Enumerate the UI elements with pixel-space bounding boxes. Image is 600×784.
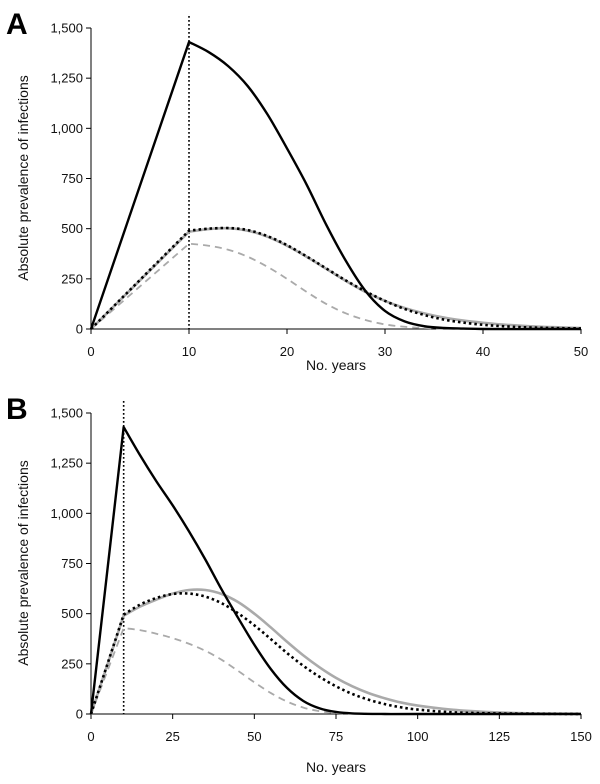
x-tick-label: 0 — [87, 344, 94, 359]
panel-b: B 0 250 500 750 1,000 1,250 1,500 0 25 50 75 100 125 1… — [6, 393, 592, 775]
y-tick-label: 500 — [61, 606, 83, 621]
series-line-black-dotted — [89, 592, 582, 716]
y-tick-label: 250 — [61, 271, 83, 286]
series-line-black-solid — [89, 40, 581, 331]
x-tick-label: 125 — [488, 729, 510, 744]
x-tick-label: 40 — [476, 344, 490, 359]
y-tick-label: 1,250 — [50, 456, 83, 471]
series-line-black-solid — [89, 425, 581, 716]
y-tick-label: 0 — [76, 707, 83, 722]
x-axis-title: No. years — [306, 759, 366, 775]
y-tick-label: 0 — [76, 322, 83, 337]
panel-a: A 0 250 500 750 1,000 1,250 1,500 0 10 20 30 40 50 No.… — [6, 8, 588, 373]
y-tick-label: 1,500 — [50, 21, 83, 36]
x-tick-label: 10 — [182, 344, 196, 359]
y-tick-label: 1,250 — [50, 71, 83, 86]
y-tick-label: 500 — [61, 221, 83, 236]
x-tick-label: 50 — [574, 344, 588, 359]
x-tick-label: 20 — [280, 344, 294, 359]
x-tick-label: 25 — [165, 729, 179, 744]
x-tick-label: 30 — [378, 344, 392, 359]
y-tick-label: 750 — [61, 171, 83, 186]
x-tick-label: 75 — [329, 729, 343, 744]
y-axis-title: Absolute prevalence of infections — [15, 75, 31, 280]
y-tick-label: 750 — [61, 556, 83, 571]
y-tick-label: 1,500 — [50, 406, 83, 421]
y-tick-label: 1,000 — [50, 506, 83, 521]
panel-letter: A — [6, 8, 28, 41]
series-line-gray-dashed — [90, 627, 581, 715]
series-line-black-dotted — [90, 226, 582, 330]
x-tick-label: 150 — [570, 729, 592, 744]
y-tick-label: 250 — [61, 656, 83, 671]
x-tick-label: 0 — [87, 729, 94, 744]
x-axis-title: No. years — [306, 357, 366, 373]
y-axis-title: Absolute prevalence of infections — [15, 460, 31, 665]
series-line-gray-solid — [89, 588, 582, 716]
panel-letter: B — [6, 393, 28, 426]
x-tick-label: 50 — [247, 729, 261, 744]
y-tick-label: 1,000 — [50, 121, 83, 136]
x-tick-label: 100 — [407, 729, 429, 744]
